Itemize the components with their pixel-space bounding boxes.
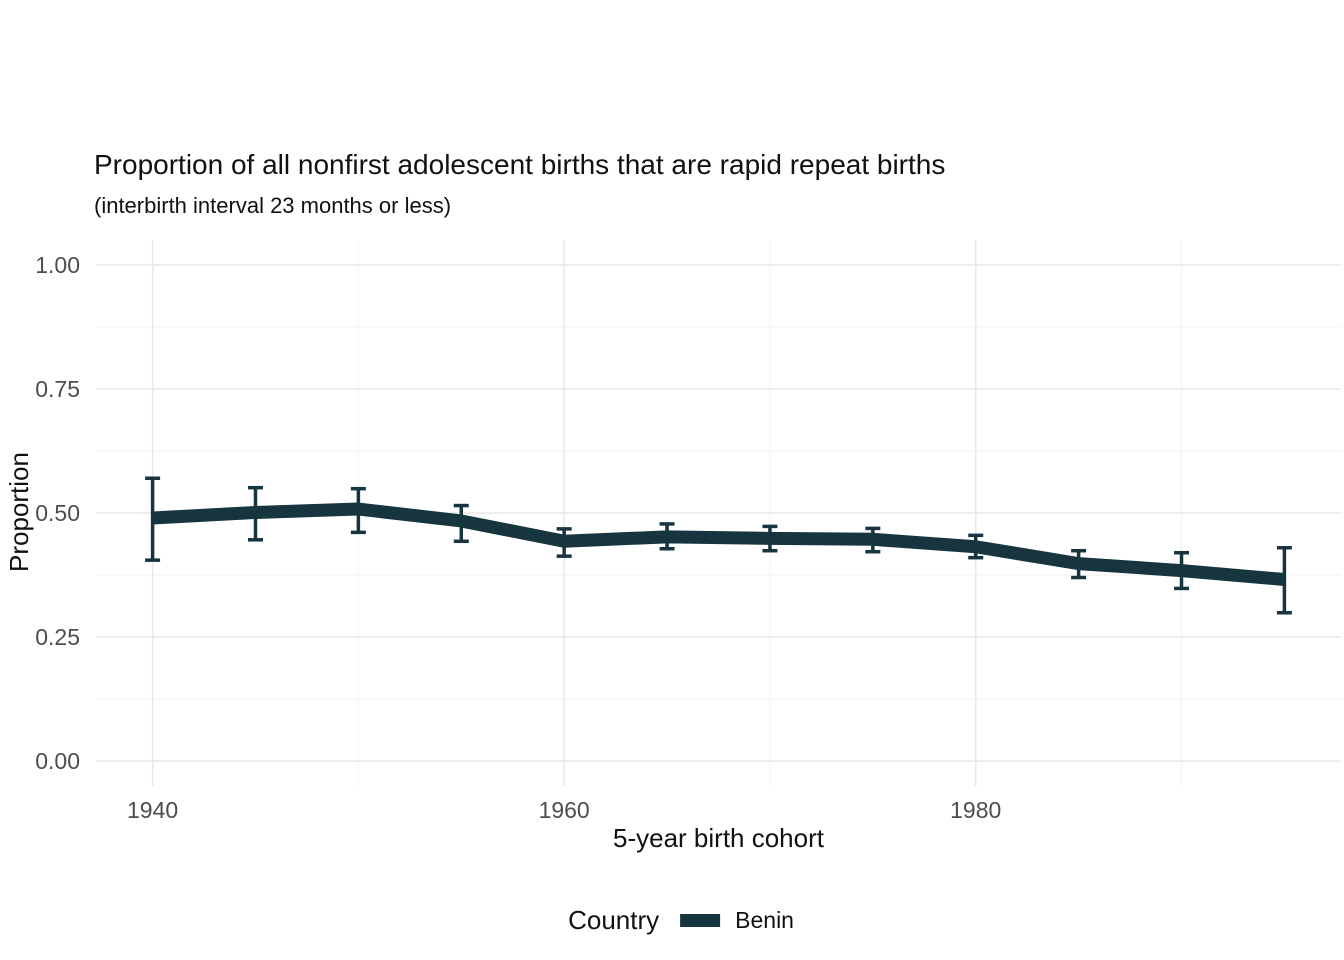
series-line-benin <box>152 502 1285 586</box>
legend-label-benin: Benin <box>735 907 794 933</box>
y-tick-label: 0.00 <box>35 748 80 774</box>
y-tick-label: 0.50 <box>35 500 80 526</box>
y-axis-title: Proportion <box>4 452 34 572</box>
y-tick-label: 0.75 <box>35 376 80 402</box>
legend-swatch-benin <box>680 914 721 927</box>
legend: Country Benin <box>568 905 794 936</box>
y-tick-label: 1.00 <box>35 252 80 278</box>
x-tick-label: 1940 <box>127 797 178 823</box>
x-tick-label: 1960 <box>539 797 590 823</box>
x-axis-title: 5-year birth cohort <box>613 823 824 853</box>
y-tick-label: 0.25 <box>35 624 80 650</box>
x-tick-label: 1980 <box>950 797 1001 823</box>
chart-title: Proportion of all nonfirst adolescent bi… <box>94 149 946 180</box>
chart-subtitle: (interbirth interval 23 months or less) <box>94 193 452 218</box>
legend-title: Country <box>568 905 660 935</box>
